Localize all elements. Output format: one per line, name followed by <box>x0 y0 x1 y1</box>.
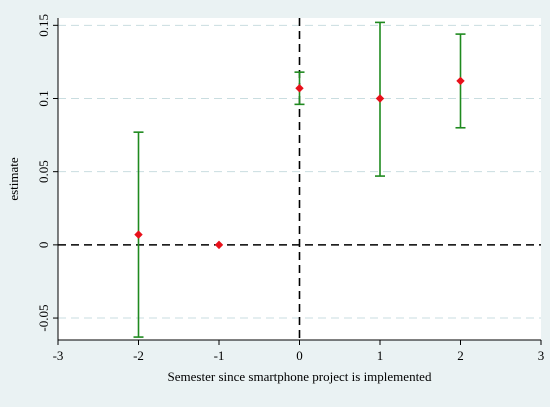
estimate-markers <box>134 76 465 250</box>
x-tick-label: -3 <box>53 348 64 363</box>
y-tick-label: 0.15 <box>36 14 51 37</box>
axes: -0.05 0 0.05 0.1 0.15 -3 -2 -1 0 1 2 3 <box>36 14 544 363</box>
estimate-point <box>134 230 143 239</box>
x-tick-label: -1 <box>214 348 225 363</box>
y-tick-label: 0.05 <box>36 160 51 183</box>
estimate-point <box>456 76 465 86</box>
y-axis-label: estimate <box>6 157 21 201</box>
x-tick-label: 3 <box>538 348 545 363</box>
estimate-point <box>375 94 385 103</box>
x-tick-label: 2 <box>457 348 464 363</box>
estimate-point <box>214 240 224 250</box>
y-tick-label: 0.1 <box>36 90 51 106</box>
estimate-point <box>295 84 304 93</box>
x-tick-label: 0 <box>296 348 303 363</box>
y-tick-label: 0 <box>36 242 51 249</box>
x-tick-label: -2 <box>133 348 144 363</box>
x-tick-label: 1 <box>377 348 384 363</box>
x-axis-label: Semester since smartphone project is imp… <box>168 369 432 384</box>
y-tick-label: -0.05 <box>36 304 51 331</box>
